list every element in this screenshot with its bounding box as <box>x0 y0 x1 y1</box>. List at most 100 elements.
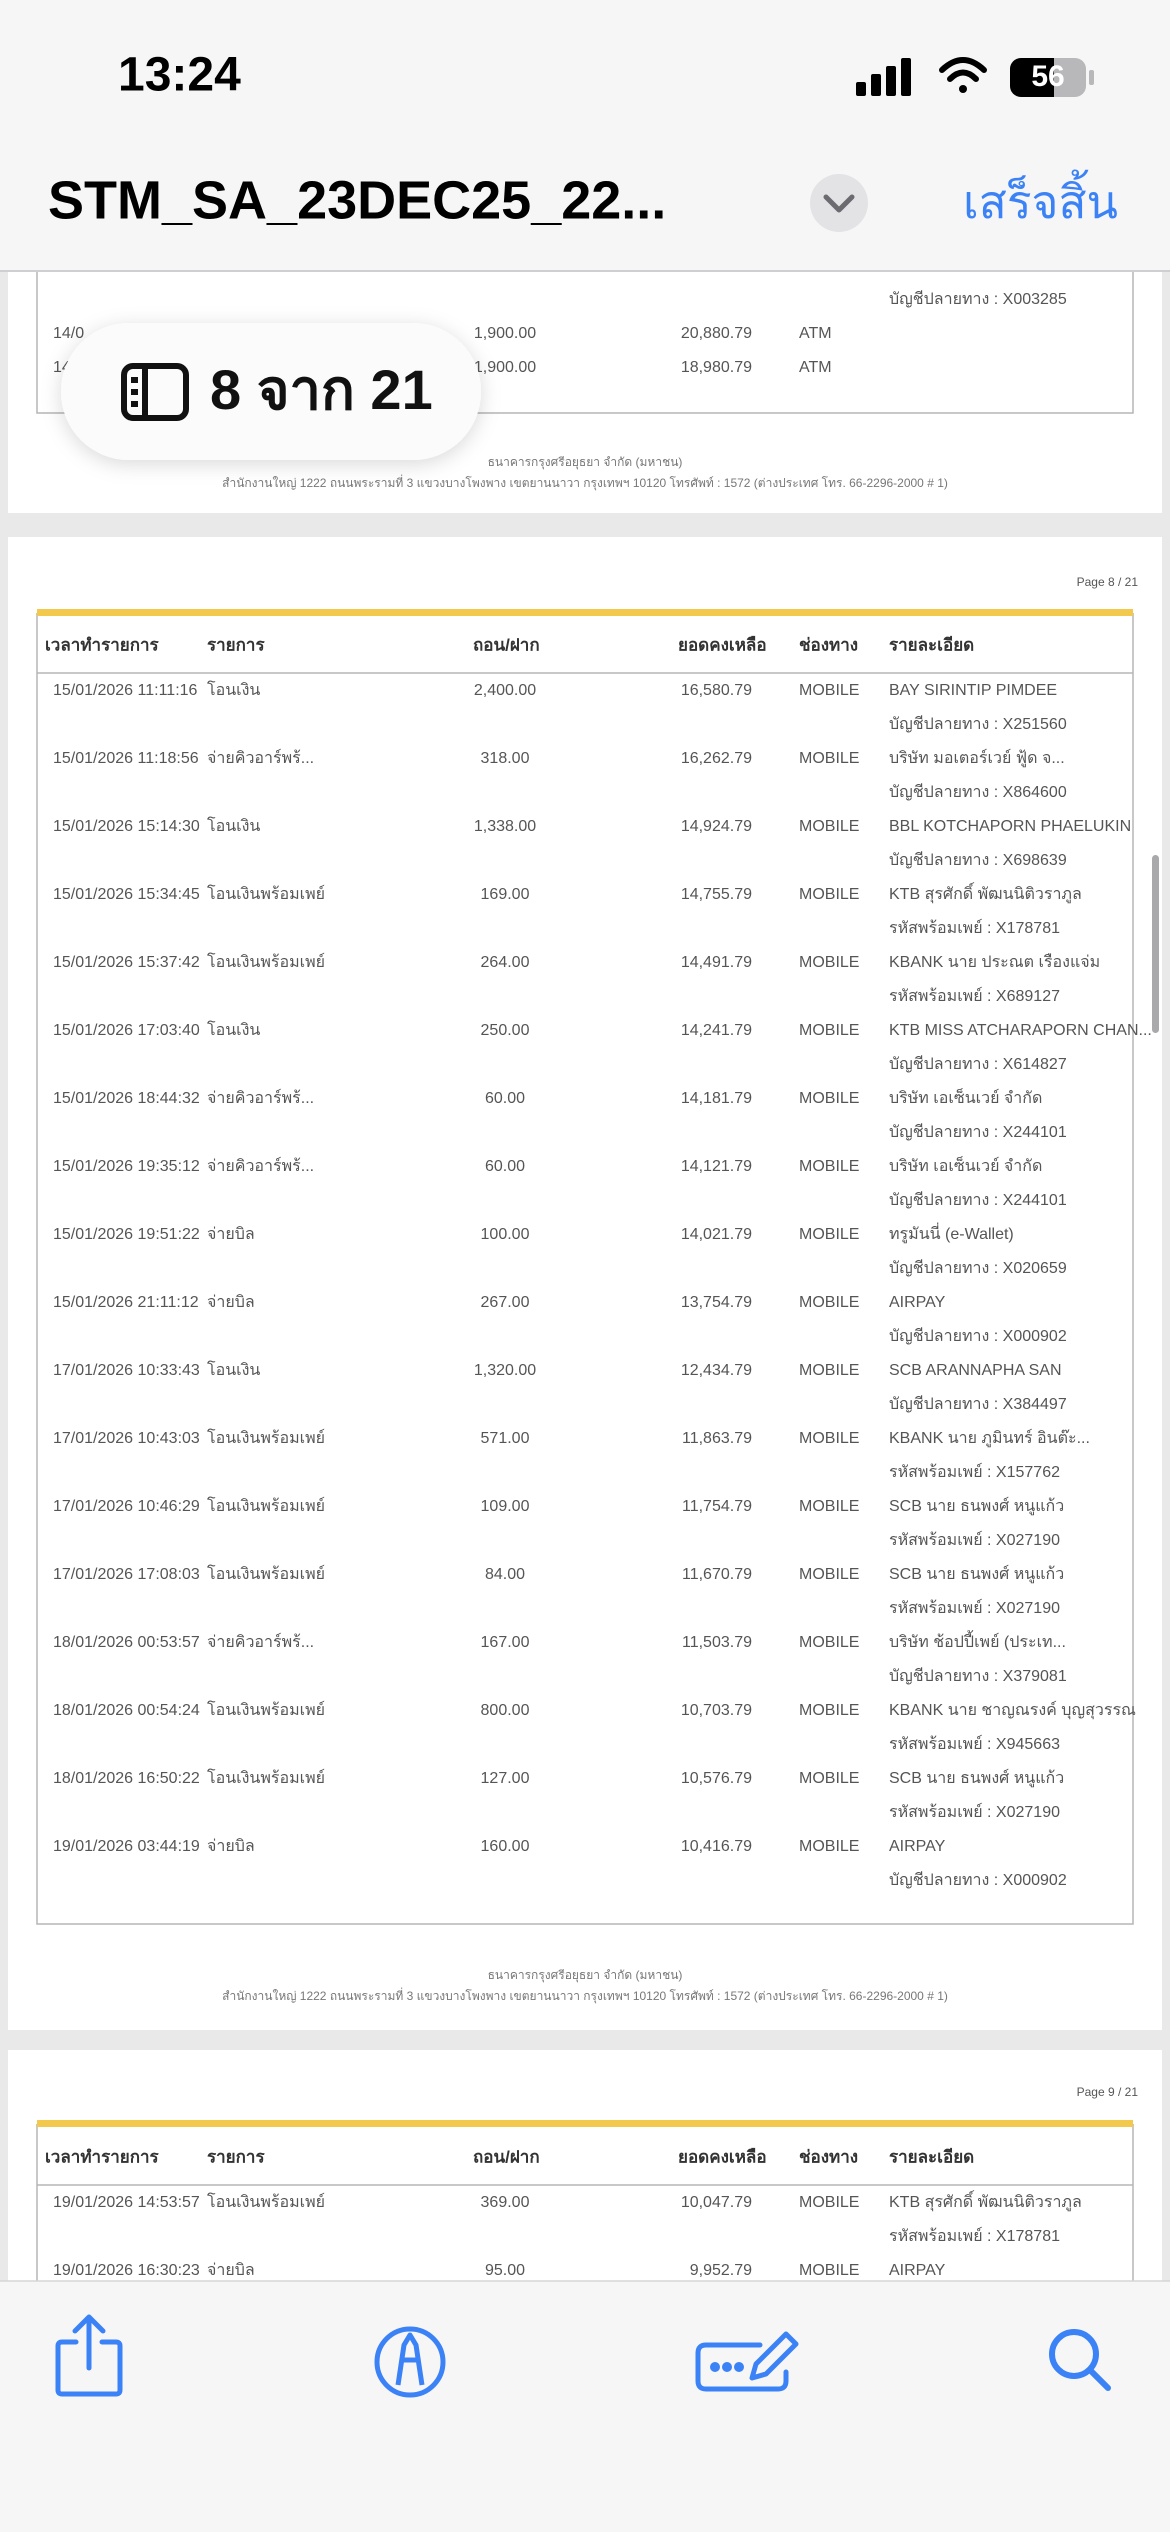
row-type: โอนเงิน <box>207 1360 260 1379</box>
row-type: จ่ายคิวอาร์พร้... <box>207 1088 314 1107</box>
row-detail: บัญชีปลายทาง : X384497 <box>889 1395 1067 1413</box>
row-type: โอนเงินพร้อมเพย์ <box>207 1700 325 1719</box>
row-amount: 109.00 <box>481 1498 530 1515</box>
row-detail: รหัสพร้อมเพย์ : X689127 <box>889 986 1060 1005</box>
page-footer: สำนักงานใหญ่ 1222 ถนนพระรามที่ 3 แขวงบาง… <box>222 1987 948 2004</box>
row-channel: MOBILE <box>799 1702 859 1719</box>
row-detail: KBANK นาย ชาญณรงค์ บุญสุวรรณ <box>889 1700 1136 1720</box>
transaction-row: 15/01/2026 15:14:30 โอนเงิน 1,338.00 14,924… <box>53 816 1131 869</box>
title-menu-button[interactable] <box>810 174 868 232</box>
page-indicator-text: 8 จาก 21 <box>210 358 433 421</box>
transaction-row: 14/0 1,900.00 20,880.79 ATM <box>53 325 832 342</box>
row-balance: 14,181.79 <box>681 1090 752 1107</box>
header-accent-bar <box>37 2120 1133 2127</box>
row-detail: บัญชีปลายทาง : X614827 <box>889 1055 1067 1073</box>
column-header: รายละเอียด <box>889 2146 974 2166</box>
row-detail: KBANK นาย ประณต เรืองแจ่ม <box>889 953 1100 971</box>
transaction-row: 19/01/2026 03:44:19 จ่ายบิล 160.00 10,416.7… <box>53 1838 1067 1889</box>
transaction-row: 17/01/2026 10:43:03 โอนเงินพร้อมเพย์ 571.0… <box>53 1428 1090 1481</box>
row-channel: MOBILE <box>799 1294 859 1311</box>
row-date: 15/01/2026 21:11:12 <box>53 1294 199 1311</box>
row-balance: 14,121.79 <box>681 1158 752 1175</box>
page-number: Page 8 / 21 <box>1077 575 1139 589</box>
row-detail: บัญชีปลายทาง : X003285 <box>889 290 1067 308</box>
row-detail: รหัสพร้อมเพย์ : X178781 <box>889 918 1060 937</box>
row-type: จ่ายบิล <box>207 1294 255 1311</box>
row-detail: บัญชีปลายทาง : X864600 <box>889 783 1067 801</box>
transaction-row: 15/01/2026 19:51:22 จ่ายบิล 100.00 14,021.7… <box>53 1222 1067 1277</box>
row-balance: 14,021.79 <box>681 1226 752 1243</box>
row-balance: 16,262.79 <box>681 750 752 767</box>
row-type: จ่ายบิล <box>207 1838 255 1855</box>
row-channel: MOBILE <box>799 1362 859 1379</box>
transaction-row: 15/01/2026 15:34:45 โอนเงินพร้อมเพย์ 169.0… <box>53 882 1082 937</box>
row-type: จ่ายบิล <box>207 1226 255 1243</box>
row-detail: บัญชีปลายทาง : X000902 <box>889 1871 1067 1889</box>
row-date: 15/01/2026 15:34:45 <box>53 886 200 903</box>
column-header: ช่องทาง <box>799 635 858 654</box>
row-detail: SCB ARANNAPHA SAN <box>889 1362 1062 1379</box>
signal-icon <box>856 58 911 96</box>
row-date: 15/01/2026 17:03:40 <box>53 1022 200 1039</box>
row-balance: 14,491.79 <box>681 954 752 971</box>
row-balance: 11,754.79 <box>682 1498 752 1515</box>
row-detail: รหัสพร้อมเพย์ : X157762 <box>889 1462 1060 1481</box>
transaction-row: 17/01/2026 17:08:03 โอนเงินพร้อมเพย์ 84.00… <box>53 1564 1064 1617</box>
row-type: โอนเงิน <box>207 680 260 699</box>
row-balance: 11,670.79 <box>682 1566 752 1583</box>
row-channel: MOBILE <box>799 1634 859 1651</box>
transaction-row: 17/01/2026 10:46:29 โอนเงินพร้อมเพย์ 109.0… <box>53 1496 1064 1549</box>
row-channel: MOBILE <box>799 886 859 903</box>
row-balance: 11,863.79 <box>682 1430 752 1447</box>
table-border <box>36 613 1134 1925</box>
row-channel: MOBILE <box>799 1226 859 1243</box>
document[interactable]: บัญชีปลายทาง : X003285 14/0 1,900.00 20,880… <box>8 240 1162 2420</box>
row-detail: AIRPAY <box>889 1838 946 1855</box>
row-balance: 18,980.79 <box>681 359 752 376</box>
document-title[interactable]: STM_SA_23DEC25_22... <box>48 170 666 230</box>
row-detail: รหัสพร้อมเพย์ : X027190 <box>889 1802 1060 1821</box>
transaction-row: 14 1,900.00 18,980.79 ATM <box>53 359 832 376</box>
row-channel: MOBILE <box>799 1022 859 1039</box>
row-detail: รหัสพร้อมเพย์ : X027190 <box>889 1530 1060 1549</box>
row-detail: บัญชีปลายทาง : X000902 <box>889 1327 1067 1345</box>
transaction-row: 18/01/2026 00:53:57 จ่ายคิวอาร์พร้... 167.… <box>53 1630 1067 1685</box>
row-amount: 127.00 <box>481 1770 530 1787</box>
row-type: โอนเงินพร้อมเพย์ <box>207 2192 325 2211</box>
search-button[interactable] <box>1049 2329 1111 2391</box>
done-button[interactable]: เสร็จสิ้น <box>963 169 1118 228</box>
row-date: 15/01/2026 19:35:12 <box>53 1158 200 1175</box>
page-footer: ธนาคารกรุงศรีอยุธยา จำกัด (มหาชน) <box>488 1968 683 1983</box>
row-type: โอนเงินพร้อมเพย์ <box>207 952 325 971</box>
column-header: ถอน/ฝาก <box>473 635 540 654</box>
top-bar <box>0 0 1170 271</box>
column-header: ช่องทาง <box>799 2147 858 2166</box>
row-type: จ่ายบิล <box>207 2262 255 2279</box>
form-fill-button[interactable] <box>695 2331 799 2392</box>
markup-button[interactable] <box>374 2326 446 2398</box>
row-type: โอนเงิน <box>207 816 260 835</box>
row-detail: KTB สุรศักดิ์ พัฒนนิติวราภูล <box>889 2190 1082 2212</box>
page-number: Page 9 / 21 <box>1077 2085 1139 2099</box>
row-amount: 369.00 <box>481 2194 530 2211</box>
row-detail: SCB นาย ธนพงศ์ หนูแก้ว <box>889 1564 1064 1584</box>
row-channel: MOBILE <box>799 750 859 767</box>
share-button[interactable] <box>55 2314 123 2397</box>
column-header: เวลาทำรายการ <box>45 635 160 654</box>
row-detail: KTB MISS ATCHARAPORN CHAN... <box>889 1022 1152 1039</box>
bottom-toolbar <box>0 2281 1170 2532</box>
row-type: จ่ายคิวอาร์พร้... <box>207 748 314 767</box>
row-date: 15/01/2026 19:51:22 <box>53 1226 200 1243</box>
row-balance: 13,754.79 <box>681 1294 752 1311</box>
row-amount: 250.00 <box>481 1022 530 1039</box>
page-sheet <box>8 2050 1162 2281</box>
row-detail: บัญชีปลายทาง : X251560 <box>889 715 1067 733</box>
row-detail: บริษัท มอเตอร์เวย์ ฟู้ด จ... <box>889 748 1065 768</box>
page-footer: สำนักงานใหญ่ 1222 ถนนพระรามที่ 3 แขวงบาง… <box>222 474 948 491</box>
row-date: 17/01/2026 10:46:29 <box>53 1498 200 1515</box>
row-type: โอนเงินพร้อมเพย์ <box>207 1564 325 1583</box>
row-balance: 14,755.79 <box>681 886 752 903</box>
row-channel: MOBILE <box>799 1498 859 1515</box>
